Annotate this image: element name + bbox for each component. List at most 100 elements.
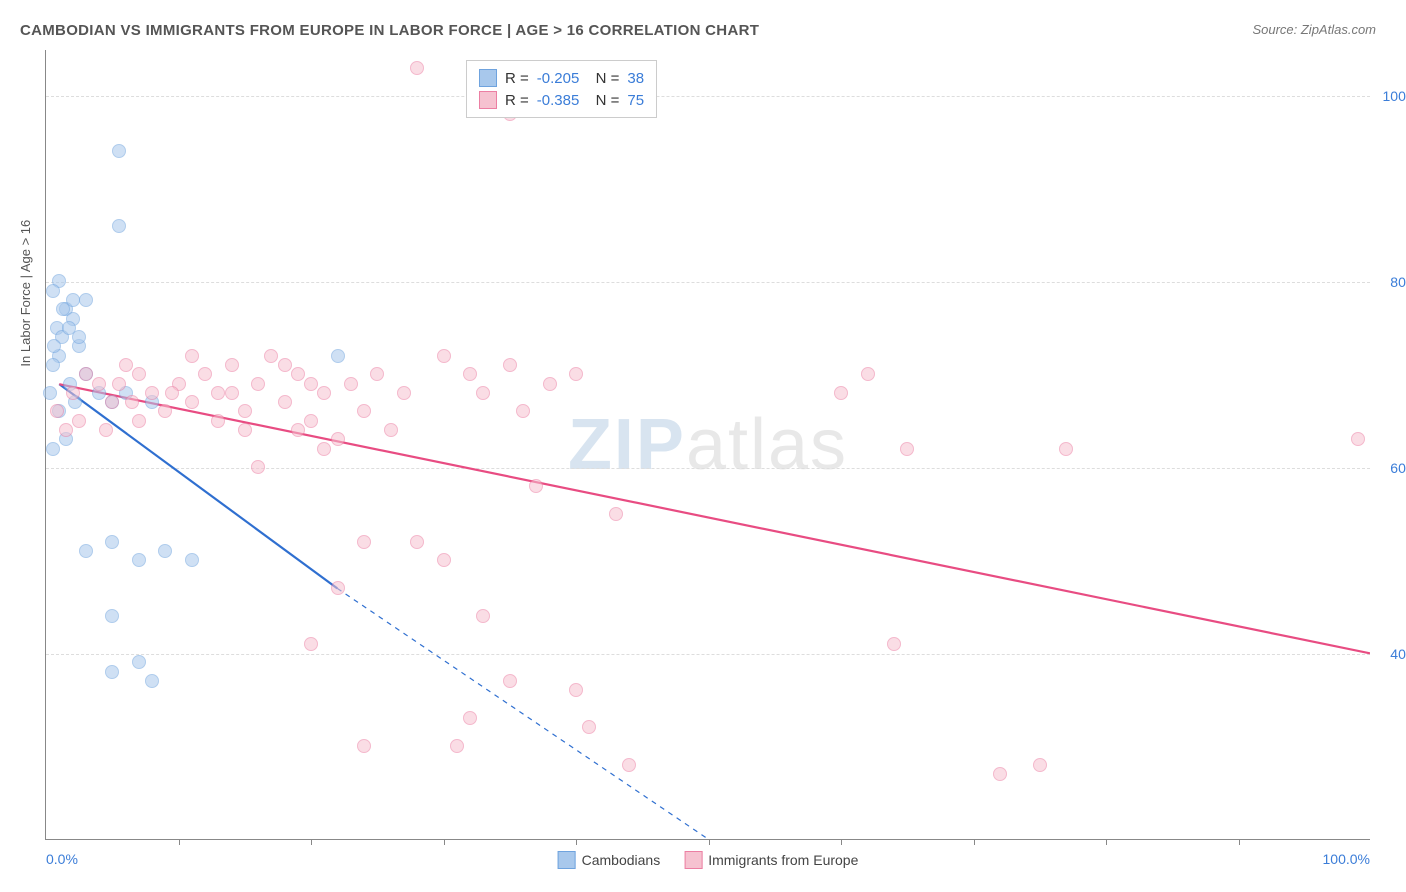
legend-r-value-1: -0.385 <box>537 92 580 109</box>
data-point <box>72 414 86 428</box>
data-point <box>132 553 146 567</box>
chart-plot-area: ZIPatlas 40.0%60.0%80.0%100.0% R = -0.20… <box>45 50 1370 840</box>
data-point <box>861 367 875 381</box>
swatch-europe-bottom <box>684 851 702 869</box>
legend-r-label: R = <box>505 70 529 87</box>
data-point <box>1351 432 1365 446</box>
data-point <box>304 377 318 391</box>
data-point <box>185 395 199 409</box>
data-point <box>158 404 172 418</box>
data-point <box>437 553 451 567</box>
data-point <box>317 386 331 400</box>
y-tick-label: 100.0% <box>1383 88 1406 104</box>
data-point <box>317 442 331 456</box>
data-point <box>158 544 172 558</box>
data-point <box>99 423 113 437</box>
data-point <box>331 349 345 363</box>
legend-r-label: R = <box>505 92 529 109</box>
data-point <box>225 358 239 372</box>
trendlines-svg <box>46 50 1370 839</box>
data-point <box>887 637 901 651</box>
data-point <box>92 377 106 391</box>
watermark-bold: ZIP <box>568 405 686 485</box>
data-point <box>476 609 490 623</box>
data-point <box>46 358 60 372</box>
data-point <box>410 61 424 75</box>
data-point <box>105 609 119 623</box>
data-point <box>278 358 292 372</box>
data-point <box>59 423 73 437</box>
data-point <box>291 423 305 437</box>
data-point <box>834 386 848 400</box>
data-point <box>112 377 126 391</box>
data-point <box>112 219 126 233</box>
legend-row-europe: R = -0.385 N = 75 <box>479 89 644 111</box>
x-tick <box>311 839 312 845</box>
trendline-extension <box>337 588 708 839</box>
data-point <box>211 414 225 428</box>
gridline <box>46 468 1370 469</box>
data-point <box>410 535 424 549</box>
data-point <box>503 674 517 688</box>
data-point <box>397 386 411 400</box>
legend-n-label: N = <box>587 92 619 109</box>
x-tick <box>179 839 180 845</box>
data-point <box>43 386 57 400</box>
data-point <box>50 404 64 418</box>
x-tick <box>709 839 710 845</box>
legend-n-value-1: 75 <box>627 92 644 109</box>
data-point <box>119 358 133 372</box>
x-tick <box>974 839 975 845</box>
data-point <box>225 386 239 400</box>
data-point <box>437 349 451 363</box>
data-point <box>609 507 623 521</box>
data-point <box>251 460 265 474</box>
correlation-legend: R = -0.205 N = 38 R = -0.385 N = 75 <box>466 60 657 118</box>
gridline <box>46 96 1370 97</box>
chart-title: CAMBODIAN VS IMMIGRANTS FROM EUROPE IN L… <box>20 22 759 39</box>
data-point <box>46 442 60 456</box>
legend-label-1: Immigrants from Europe <box>708 852 858 868</box>
series-legend: Cambodians Immigrants from Europe <box>558 851 859 869</box>
data-point <box>79 544 93 558</box>
data-point <box>900 442 914 456</box>
data-point <box>582 720 596 734</box>
data-point <box>198 367 212 381</box>
data-point <box>357 535 371 549</box>
data-point <box>62 321 76 335</box>
data-point <box>72 330 86 344</box>
data-point <box>476 386 490 400</box>
source-attribution: Source: ZipAtlas.com <box>1252 22 1376 37</box>
data-point <box>66 386 80 400</box>
data-point <box>1033 758 1047 772</box>
legend-n-label: N = <box>587 70 619 87</box>
y-tick-label: 60.0% <box>1390 460 1406 476</box>
gridline <box>46 282 1370 283</box>
x-tick <box>444 839 445 845</box>
legend-row-cambodians: R = -0.205 N = 38 <box>479 67 644 89</box>
data-point <box>105 535 119 549</box>
data-point <box>516 404 530 418</box>
data-point <box>132 655 146 669</box>
data-point <box>105 395 119 409</box>
data-point <box>370 367 384 381</box>
data-point <box>238 423 252 437</box>
data-point <box>450 739 464 753</box>
data-point <box>185 349 199 363</box>
data-point <box>622 758 636 772</box>
data-point <box>357 739 371 753</box>
swatch-cambodians-bottom <box>558 851 576 869</box>
data-point <box>463 711 477 725</box>
data-point <box>264 349 278 363</box>
data-point <box>79 367 93 381</box>
data-point <box>211 386 225 400</box>
y-tick-label: 80.0% <box>1390 274 1406 290</box>
data-point <box>344 377 358 391</box>
watermark-rest: atlas <box>686 405 848 485</box>
data-point <box>1059 442 1073 456</box>
data-point <box>47 339 61 353</box>
x-axis-min-label: 0.0% <box>46 851 78 867</box>
data-point <box>304 637 318 651</box>
watermark: ZIPatlas <box>568 404 848 486</box>
data-point <box>278 395 292 409</box>
